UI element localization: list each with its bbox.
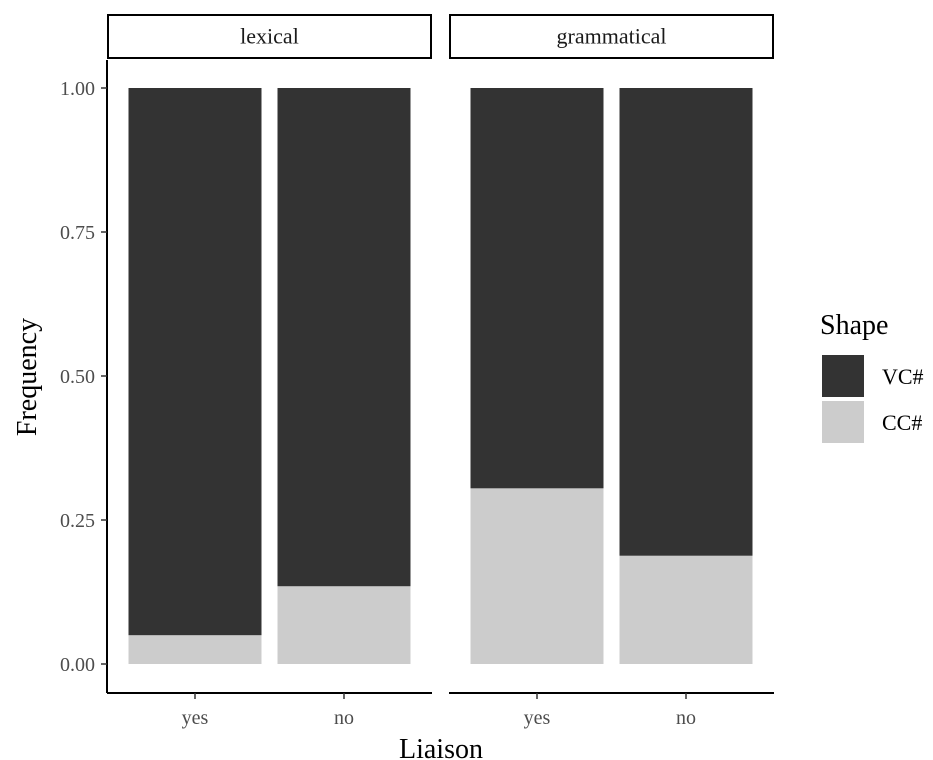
y-tick-label: 0.00: [60, 654, 95, 676]
bar-segment-cc: [470, 488, 604, 664]
bar-segment-cc: [128, 635, 262, 664]
x-tick-label: no: [676, 707, 696, 729]
legend-title: Shape: [820, 310, 888, 341]
facet-label: grammatical: [557, 24, 667, 49]
y-tick-label: 1.00: [60, 78, 95, 100]
x-tick-label: yes: [524, 707, 551, 729]
bar-segment-vc: [277, 88, 411, 587]
bar-segment-vc: [470, 88, 604, 489]
legend-key-vc: [822, 355, 864, 397]
y-axis-title: Frequency: [12, 318, 43, 436]
y-tick-label: 0.25: [60, 510, 95, 532]
y-tick-label: 0.50: [60, 366, 95, 388]
legend-key-cc: [822, 401, 864, 443]
legend-label: CC#: [882, 410, 922, 435]
x-tick-label: no: [334, 707, 354, 729]
bar-segment-cc: [277, 586, 411, 664]
legend-label: VC#: [882, 364, 924, 389]
bar-segment-vc: [619, 88, 753, 556]
facet-label: lexical: [240, 24, 299, 49]
y-tick-label: 0.75: [60, 222, 95, 244]
x-tick-label: yes: [182, 707, 209, 729]
x-axis-title: Liaison: [399, 734, 483, 760]
bar-segment-cc: [619, 555, 753, 664]
bar-segment-vc: [128, 88, 262, 636]
facet-strip: [449, 14, 774, 59]
facet-strip: [107, 14, 432, 59]
